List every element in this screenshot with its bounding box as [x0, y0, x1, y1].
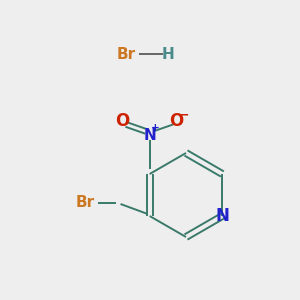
Text: H: H	[162, 46, 174, 62]
Text: O: O	[169, 112, 184, 130]
Text: O: O	[116, 112, 130, 130]
Text: N: N	[143, 128, 156, 142]
Text: Br: Br	[116, 46, 136, 62]
Text: Br: Br	[76, 195, 95, 210]
Text: N: N	[215, 207, 229, 225]
Text: −: −	[179, 108, 189, 122]
Text: +: +	[151, 123, 160, 134]
